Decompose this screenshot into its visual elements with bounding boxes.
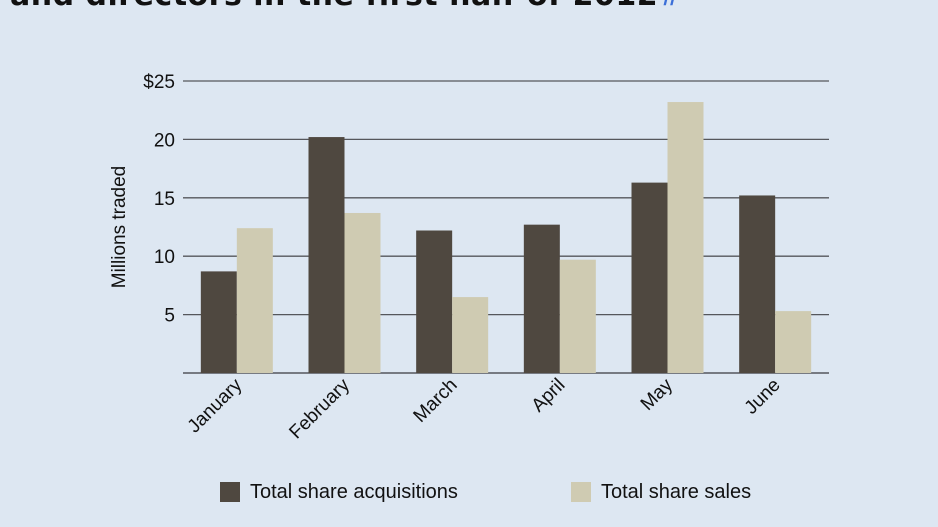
title-mark: # (658, 0, 684, 13)
x-tick-label: February (285, 374, 354, 443)
bar-sales-april (559, 259, 596, 373)
x-tick-label: March (410, 375, 462, 427)
legend-swatch (571, 482, 591, 502)
bars (200, 102, 812, 374)
legend-label: Total share sales (601, 481, 751, 503)
bar-sales-may (667, 102, 704, 374)
x-tick-label: January (184, 374, 247, 437)
grid-lines (183, 80, 829, 374)
bar-sales-march (452, 297, 489, 373)
legend: Total share acquisitions Total share sale… (220, 481, 751, 503)
bar-acquisitions-june (739, 195, 776, 373)
chart-title: and directors in the first half of 2012# (10, 0, 684, 13)
legend-label: Total share acquisitions (250, 481, 458, 503)
bar-acquisitions-january (200, 271, 237, 373)
bar-acquisitions-march (416, 230, 453, 373)
bar-acquisitions-april (523, 224, 560, 373)
y-axis-ticks: 5 10 15 20 $25 (143, 72, 175, 327)
y-tick-label: 15 (154, 189, 175, 210)
x-tick-label: June (741, 375, 785, 419)
bar-sales-january (236, 228, 273, 373)
bar-acquisitions-may (631, 182, 668, 373)
y-axis-label: Millions traded (109, 166, 130, 289)
bar-sales-june (775, 311, 812, 373)
y-tick-label: 5 (164, 306, 175, 327)
y-tick-label: 10 (154, 247, 175, 268)
x-tick-label: May (637, 374, 678, 415)
bar-sales-february (344, 212, 381, 373)
x-axis-labels: January February March April May June (184, 374, 785, 443)
y-tick-label: 20 (154, 130, 175, 151)
legend-swatch (220, 482, 240, 502)
bar-acquisitions-february (308, 137, 345, 373)
x-tick-label: April (528, 375, 570, 417)
y-tick-label: $25 (143, 72, 175, 93)
